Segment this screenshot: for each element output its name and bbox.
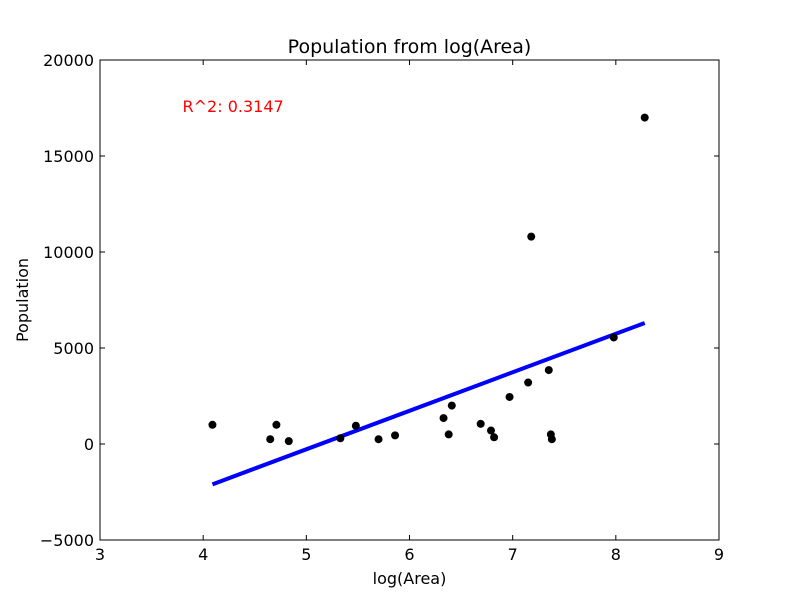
regression-line [211, 321, 646, 487]
data-point [490, 433, 499, 442]
data-point [284, 437, 293, 446]
y-axis-label: Population [13, 258, 32, 342]
chart-title: Population from log(Area) [288, 36, 532, 58]
data-point [266, 435, 275, 444]
x-tick-label: 9 [714, 545, 724, 564]
y-tick-label: −5000 [40, 531, 94, 550]
data-point [351, 421, 360, 430]
data-point [391, 431, 400, 440]
x-axis-label: log(Area) [373, 569, 447, 588]
data-point [487, 426, 496, 435]
x-tick-label: 5 [301, 545, 311, 564]
y-tick-label: 0 [84, 435, 94, 454]
data-point [336, 434, 345, 443]
x-tick-label: 4 [198, 545, 208, 564]
data-point [640, 113, 649, 122]
data-point [527, 232, 536, 241]
x-tick-label: 6 [404, 545, 414, 564]
y-tick-label: 10000 [43, 243, 94, 262]
y-axis: −5000 0 5000 10000 15000 20000 [40, 51, 719, 550]
data-point [208, 420, 217, 429]
y-tick-label: 15000 [43, 147, 94, 166]
data-point [547, 435, 556, 444]
data-point [505, 392, 514, 401]
data-point [609, 333, 618, 342]
data-point [444, 430, 453, 439]
data-point [447, 401, 456, 410]
y-tick-label: 20000 [43, 51, 94, 70]
data-point [544, 366, 553, 375]
data-point [374, 435, 383, 444]
data-point [524, 378, 533, 387]
x-axis: 3 4 5 6 7 8 9 [95, 60, 724, 564]
x-tick-label: 3 [95, 545, 105, 564]
r-squared-annotation: R^2: 0.3147 [183, 97, 284, 116]
x-tick-label: 8 [611, 545, 621, 564]
data-point [439, 414, 448, 423]
y-tick-label: 5000 [53, 339, 94, 358]
data-point [272, 420, 281, 429]
x-tick-label: 7 [508, 545, 518, 564]
plot-frame [99, 59, 720, 541]
data-series [208, 113, 649, 487]
data-point [476, 419, 485, 428]
plot-area [99, 59, 720, 541]
